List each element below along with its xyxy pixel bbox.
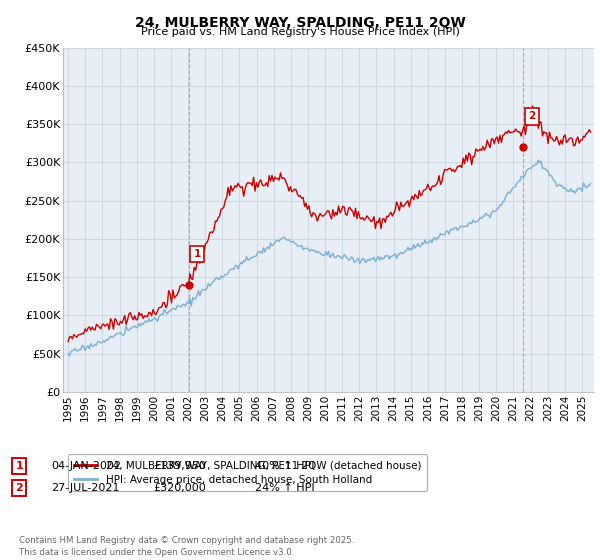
Text: 04-JAN-2002: 04-JAN-2002 <box>51 461 121 471</box>
Text: Contains HM Land Registry data © Crown copyright and database right 2025.
This d: Contains HM Land Registry data © Crown c… <box>19 536 355 557</box>
Text: 24% ↑ HPI: 24% ↑ HPI <box>255 483 314 493</box>
Legend: 24, MULBERRY WAY, SPALDING, PE11 2QW (detached house), HPI: Average price, detac: 24, MULBERRY WAY, SPALDING, PE11 2QW (de… <box>68 454 427 491</box>
Text: 40% ↑ HPI: 40% ↑ HPI <box>255 461 314 471</box>
Text: Price paid vs. HM Land Registry's House Price Index (HPI): Price paid vs. HM Land Registry's House … <box>140 27 460 37</box>
Text: 1: 1 <box>16 461 23 471</box>
Text: 1: 1 <box>193 249 201 259</box>
Text: 24, MULBERRY WAY, SPALDING, PE11 2QW: 24, MULBERRY WAY, SPALDING, PE11 2QW <box>134 16 466 30</box>
Text: £320,000: £320,000 <box>153 483 206 493</box>
Text: 27-JUL-2021: 27-JUL-2021 <box>51 483 119 493</box>
Text: 2: 2 <box>16 483 23 493</box>
Text: 2: 2 <box>528 111 535 122</box>
Text: £139,950: £139,950 <box>153 461 206 471</box>
